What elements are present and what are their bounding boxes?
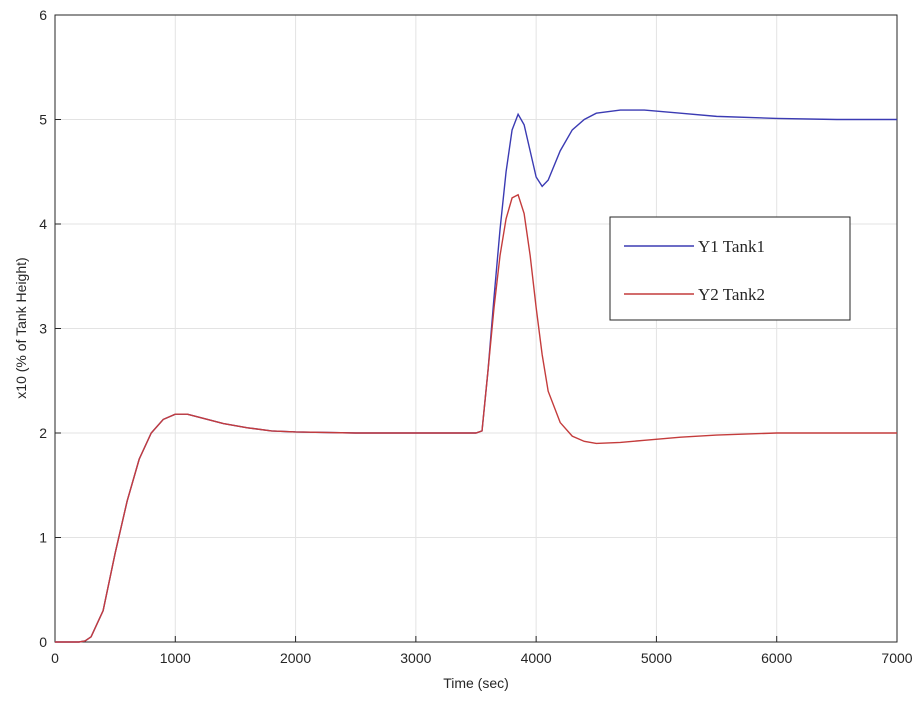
y-tick-label: 1: [39, 530, 47, 546]
x-tick-label: 7000: [881, 650, 912, 666]
x-tick-label: 3000: [400, 650, 431, 666]
series-line: [55, 193, 897, 643]
x-tick-label: 0: [51, 650, 59, 666]
x-tick-label: 1000: [160, 650, 191, 666]
y-tick-label: 4: [39, 216, 47, 232]
x-tick-label: 4000: [521, 650, 552, 666]
series-line: [55, 109, 897, 643]
x-tick-label: 2000: [280, 650, 311, 666]
y-tick-label: 0: [39, 634, 47, 650]
legend-label: Y2 Tank2: [698, 285, 765, 304]
y-tick-label: 6: [39, 7, 47, 23]
y-tick-label: 2: [39, 425, 47, 441]
y-tick-label: 3: [39, 321, 47, 337]
legend-frame: [609, 216, 851, 321]
x-tick-label: 6000: [761, 650, 792, 666]
y-axis-label: x10 (% of Tank Height): [13, 257, 29, 398]
y-tick-label: 5: [39, 112, 47, 128]
plot-frame: [54, 14, 898, 643]
legend: Y1 Tank1 Y2 Tank2: [609, 216, 851, 321]
x-axis-label: Time (sec): [443, 675, 509, 691]
legend-label: Y1 Tank1: [698, 237, 765, 256]
x-tick-label: 5000: [641, 650, 672, 666]
